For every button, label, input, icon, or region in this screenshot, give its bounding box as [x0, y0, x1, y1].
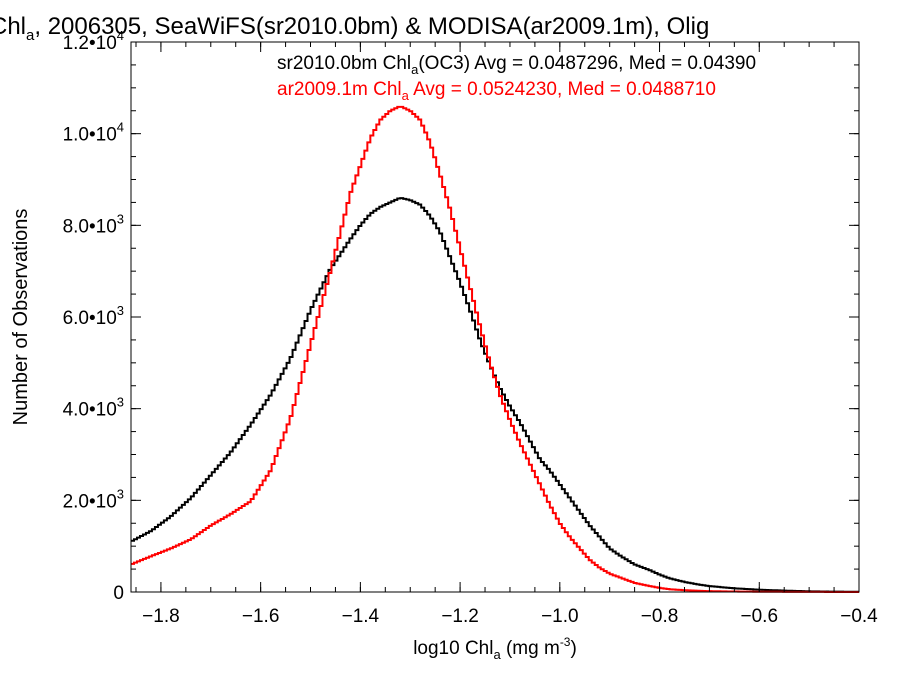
chart-title: Chla, 2006305, SeaWiFS(sr2010.0bm) & MOD… [0, 13, 709, 44]
y-tick-label: 2.0•103 [63, 486, 124, 512]
legend-entry-modisa: ar2009.1m Chla Avg = 0.0524230, Med = 0.… [277, 79, 716, 103]
x-axis-label: log10 Chla (mg m-3) [413, 635, 577, 662]
legend-entry-seawifs: sr2010.0bm Chla(OC3) Avg = 0.0487296, Me… [277, 53, 756, 77]
y-tick-label: 8.0•103 [63, 211, 124, 237]
series-line-1 [131, 105, 859, 593]
plot-frame [130, 41, 860, 593]
y-tick-label: 1.2•104 [63, 28, 124, 54]
y-tick-label: 4.0•103 [63, 395, 124, 421]
y-axis-label: Number of Observations [10, 209, 32, 426]
x-tick-label: −0.6 [741, 606, 779, 627]
x-tick-label: −1.4 [342, 606, 380, 627]
x-tick-label: −1.0 [541, 606, 579, 627]
y-tick-label: 0 [113, 583, 124, 604]
series-line-0 [131, 197, 859, 593]
x-tick-label: −1.2 [441, 606, 479, 627]
x-tick-label: −0.4 [840, 606, 878, 627]
ticks-layer: −1.8 −1.6 −1.4 −1.2 −1.0 −0.8 −0.6 −0.4 0 2.0•103… [63, 28, 879, 627]
series-layer [131, 105, 859, 593]
x-tick-label: −1.8 [142, 606, 180, 627]
y-tick-label: 1.0•104 [63, 120, 124, 146]
y-tick-label: 6.0•103 [63, 303, 124, 329]
x-tick-label: −0.8 [641, 606, 679, 627]
x-tick-label: −1.6 [242, 606, 280, 627]
